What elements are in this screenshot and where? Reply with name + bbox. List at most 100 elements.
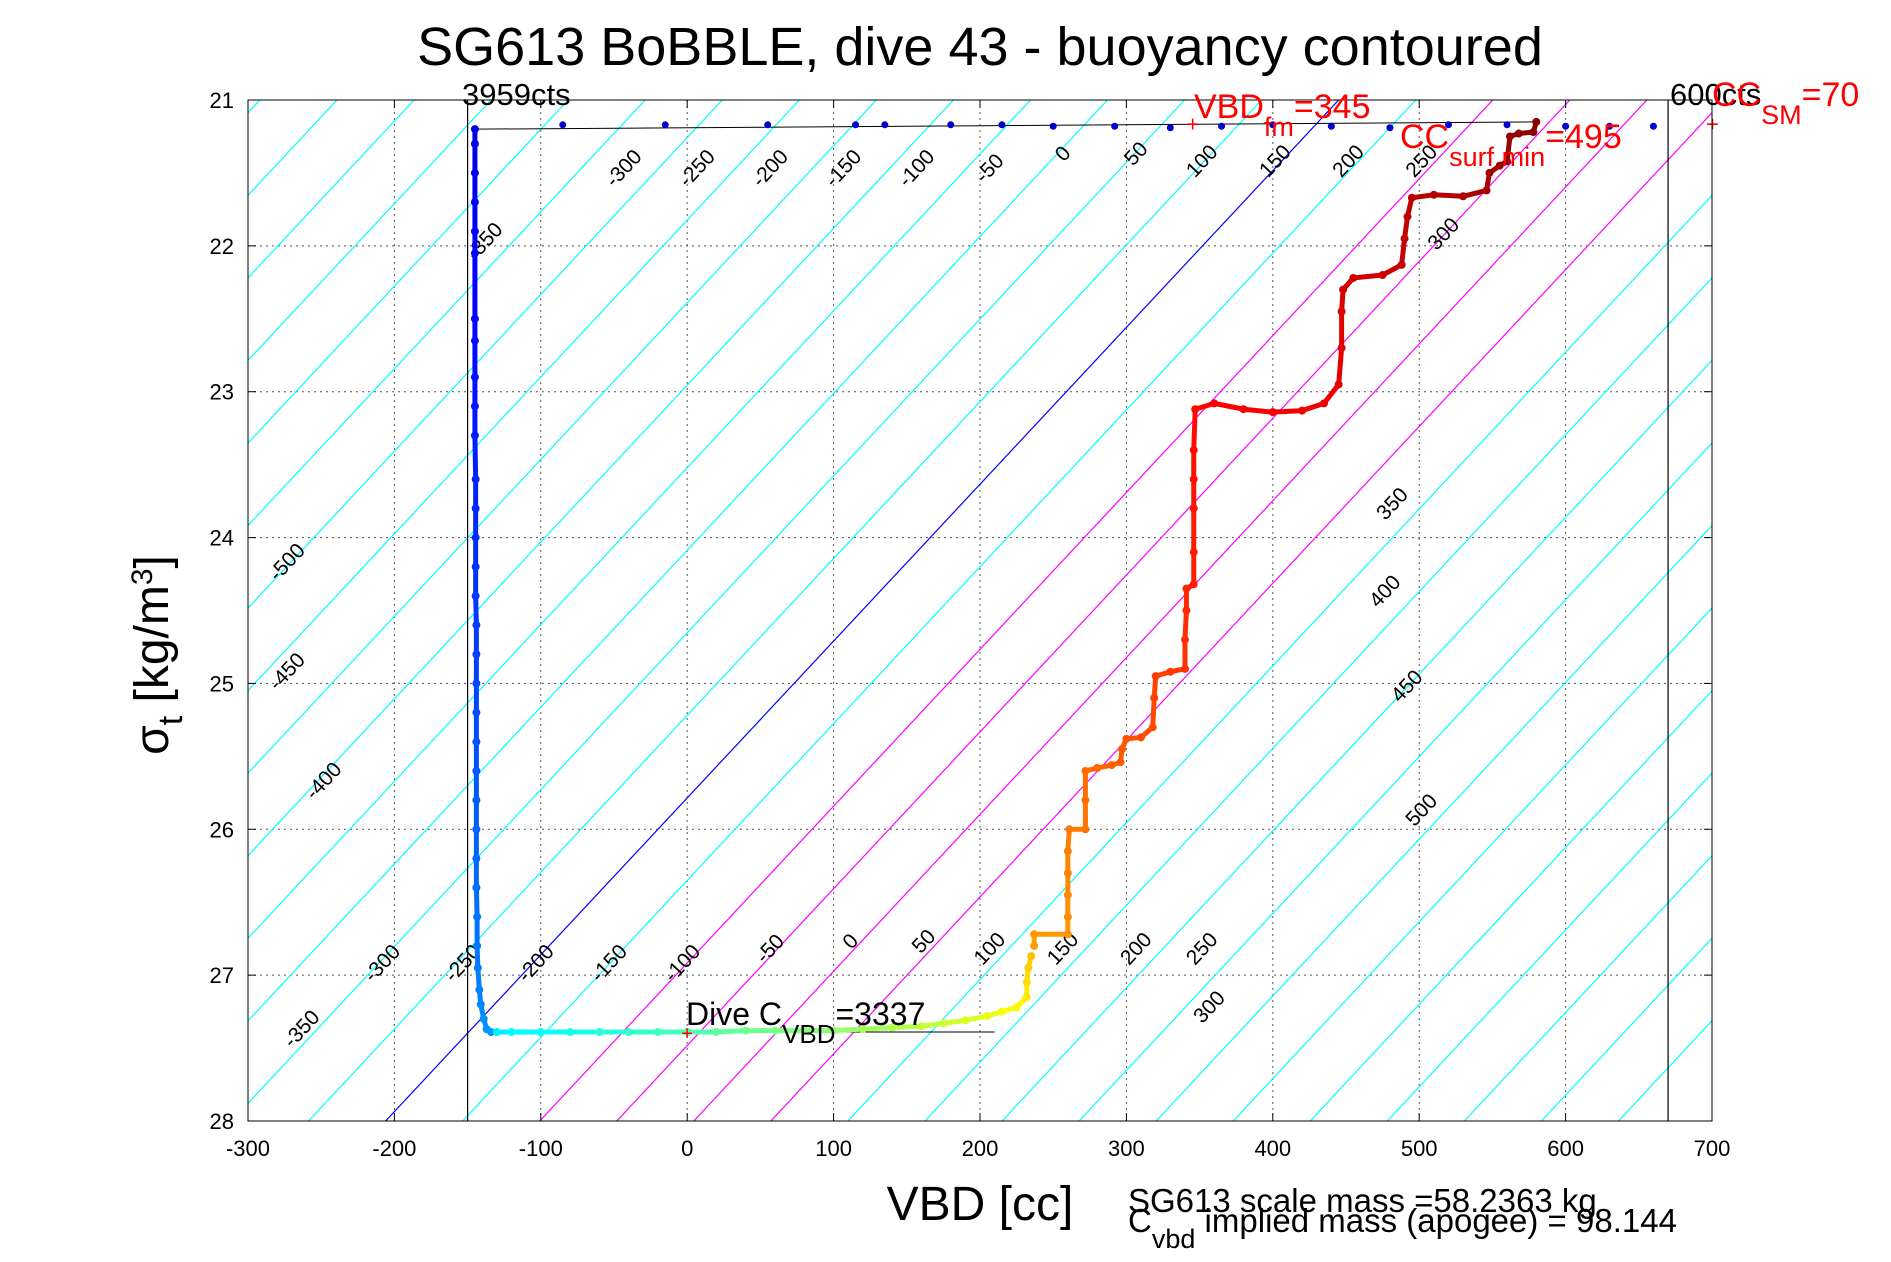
data-point	[1397, 260, 1406, 269]
vbd-limit-lines	[467, 100, 1669, 1121]
data-point	[536, 1028, 545, 1037]
data-point	[470, 431, 479, 440]
data-point	[507, 1028, 516, 1037]
x-axis-label: VBD [cc]	[887, 1178, 1074, 1231]
x-tick-label: 700	[1694, 1136, 1731, 1161]
buoyancy-contour-line	[0, 100, 106, 1121]
data-point	[470, 249, 479, 258]
x-tick-label: 200	[962, 1136, 999, 1161]
buoyancy-contour-line	[248, 100, 415, 279]
contour-label: 0	[838, 929, 863, 953]
data-point	[1400, 234, 1409, 243]
series-path-segment	[862, 1025, 893, 1032]
data-point	[473, 912, 482, 921]
data-point	[559, 121, 567, 129]
series-path-segment	[1150, 697, 1157, 728]
x-tick-label: -300	[226, 1136, 270, 1161]
data-point	[1148, 723, 1157, 732]
contour-label: 200	[1328, 141, 1369, 182]
data-point	[1239, 405, 1248, 414]
y-tick-label: 21	[210, 88, 234, 113]
data-point	[947, 121, 955, 129]
data-point	[683, 1028, 692, 1037]
buoyancy-contour-line	[248, 100, 646, 527]
buoyancy-contour-line	[248, 100, 569, 444]
buoyancy-contour-line	[385, 100, 1340, 1121]
series-path-segment	[473, 595, 479, 626]
series-path-segment	[1213, 400, 1245, 412]
x-tick-label: 600	[1547, 1136, 1584, 1161]
data-point	[983, 1011, 992, 1020]
y-tick-label: 24	[210, 526, 234, 551]
data-point	[1191, 405, 1200, 414]
buoyancy-contour-line	[616, 100, 1571, 1121]
y-tick-label: 25	[210, 671, 234, 696]
data-point	[566, 1028, 575, 1037]
data-point	[473, 963, 482, 972]
buoyancy-contour-line	[248, 100, 1186, 1105]
contour-label: -300	[360, 940, 405, 986]
contour-label: -50	[752, 930, 790, 968]
buoyancy-contour-line	[924, 277, 1712, 1121]
surface-connector-line	[474, 121, 1537, 130]
data-point	[1562, 122, 1570, 130]
annotation-max-vbd-counts: 600cts	[1670, 77, 1761, 112]
data-point	[1429, 190, 1438, 199]
annotation-cc-surf-min: CCsurf min=495	[1400, 118, 1622, 172]
data-point	[1030, 941, 1039, 950]
vbd-fm-marker: +	[1186, 111, 1199, 136]
data-point	[1495, 161, 1504, 170]
data-point	[1012, 1003, 1021, 1012]
buoyancy-contour-line	[248, 100, 723, 609]
data-point	[1210, 399, 1219, 408]
data-point	[1081, 796, 1090, 805]
data-point	[1189, 446, 1198, 455]
contour-label: 250	[1182, 928, 1223, 969]
data-point	[470, 314, 479, 323]
series-path-segment	[1336, 347, 1345, 385]
contour-label: -300	[601, 145, 646, 191]
data-point	[1063, 912, 1072, 921]
data-point	[1093, 764, 1102, 773]
data-point	[852, 121, 860, 129]
x-tick-label: 0	[681, 1136, 693, 1161]
data-point	[1180, 635, 1189, 644]
data-point	[1122, 734, 1131, 743]
series-path-segment	[716, 1028, 746, 1035]
data-point	[472, 708, 481, 717]
contour-label: 100	[970, 928, 1011, 969]
data-point	[470, 198, 479, 207]
x-tick-label: 500	[1401, 1136, 1438, 1161]
data-point	[1403, 212, 1412, 221]
series-path-segment	[1399, 238, 1408, 266]
data-point	[1081, 766, 1090, 775]
data-point	[1378, 271, 1387, 280]
data-point	[472, 825, 481, 834]
data-point	[1298, 406, 1307, 415]
data-point	[471, 475, 480, 484]
data-point	[741, 1026, 750, 1035]
contour-label: -200	[748, 145, 793, 191]
contour-label: -100	[894, 145, 939, 191]
data-point	[1030, 930, 1039, 939]
grid	[248, 100, 1712, 1121]
contour-label: 50	[908, 925, 941, 958]
buoyancy-contour-line	[1232, 607, 1712, 1121]
contour-label: -350	[462, 218, 507, 264]
data-point	[472, 796, 481, 805]
series-path-segment	[1182, 610, 1189, 640]
data-point	[1137, 733, 1146, 742]
data-point	[1503, 121, 1511, 129]
data-point	[471, 562, 480, 571]
data-point	[1063, 847, 1072, 856]
data-point	[1505, 132, 1514, 141]
dive-cvbd-marker: +	[681, 1023, 693, 1045]
data-point	[1063, 930, 1072, 939]
contour-label: 500	[1401, 790, 1442, 831]
data-point	[1166, 124, 1174, 132]
data-point	[492, 1028, 501, 1037]
y-axis-label: σt [kg/m3]	[126, 555, 190, 755]
data-point	[1482, 186, 1491, 195]
data-point	[1166, 667, 1175, 676]
data-point	[1459, 192, 1468, 201]
